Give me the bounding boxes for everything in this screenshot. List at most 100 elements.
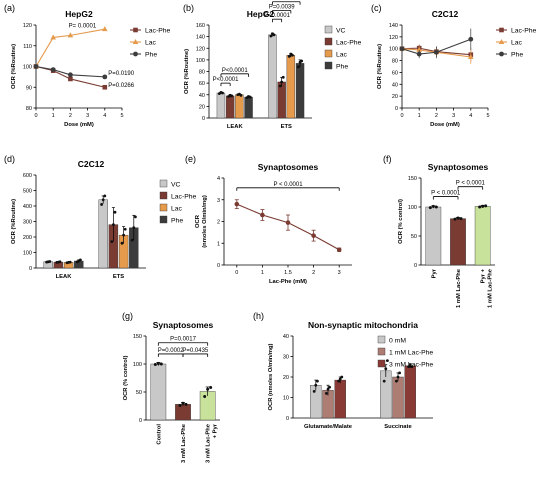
stat-bracket-label: P < 0.0001: [273, 182, 303, 188]
legend-label: Lac: [336, 51, 348, 58]
x-tick-label: 4: [469, 113, 472, 119]
legend-label: Phe: [511, 51, 523, 58]
c-y-tick-label: 140: [389, 23, 398, 29]
e-y-tick-label: 2: [217, 220, 220, 226]
x-axis-title: Dose (mM): [430, 122, 460, 128]
data-point-Phe: [68, 72, 73, 78]
replicate-dot: [156, 361, 160, 365]
data-point-Phe: [102, 74, 108, 80]
panel-c: (c) C2C12 0 20 40 60 80 100 120 140 0 1 2 3 4 5 Dose (mM…: [371, 3, 537, 128]
h-y-tick-label: 0: [286, 416, 289, 422]
data-point: [260, 212, 265, 218]
replicate-dot: [384, 367, 388, 371]
replicate-dot: [314, 383, 318, 387]
legend-label: VC: [336, 27, 346, 34]
category-label: Pyr +: [481, 268, 487, 283]
x-tick-label: 0: [400, 113, 403, 119]
panel-e: (e) Synaptosomes 0 1 2 3 4 0 1 1.5 2 3 Lac-Phe (mM) O…: [185, 154, 352, 285]
legend-label: Lac-Phe: [145, 27, 171, 34]
panel-title: Synaptosomes: [428, 162, 489, 172]
x-tick-label: 1: [418, 113, 421, 119]
y-axis-title: OCR: [195, 214, 201, 228]
x-tick-label: 0: [235, 270, 238, 276]
replicate-dot: [386, 359, 389, 362]
legend-marker: [133, 51, 138, 57]
b-y-tick-label: 0: [202, 116, 205, 122]
stat-bracket-label: P < 0.0001: [431, 191, 461, 197]
bar-3 mM Lac-Phe-Glutamate/Malate: [334, 379, 346, 419]
category-label: 1 mM Lac-Phe: [456, 268, 462, 308]
series-line-Lac-Phe: [401, 47, 471, 56]
category-label: Pyr: [431, 268, 437, 278]
replicate-dot: [159, 362, 163, 366]
legend-swatch: [159, 215, 168, 224]
legend-marker: [499, 51, 504, 57]
y-axis-title: OCR (%Routine): [11, 199, 17, 244]
replicate-dot: [478, 205, 482, 209]
c-y-tick-label: 120: [389, 35, 398, 41]
y-axis-title: (nmoles O/min/mg): [202, 195, 208, 248]
x-axis-title: Lac-Phe (mM): [269, 279, 307, 285]
replicate-dot: [68, 260, 72, 264]
bar-1 mM Lac-Phe: [450, 218, 466, 266]
replicate-dot: [48, 260, 52, 263]
stat-bracket-label: P<0.0001: [213, 77, 240, 83]
b-y-tick-label: 40: [199, 93, 205, 99]
legend-swatch: [377, 347, 386, 356]
h-y-tick-label: 30: [283, 355, 289, 361]
category-label: 3 mM Lac-Phe: [181, 423, 187, 463]
panel-h: (h) Non-synaptic mitochondria 0 10 20 30 40 OCR…: [253, 311, 433, 430]
annotation-p: P=0.0266: [108, 83, 135, 89]
a-y-tick-label: 80: [26, 106, 32, 112]
replicate-dot: [453, 217, 457, 221]
category-label: Glutamate/Malate: [304, 424, 353, 430]
replicate-dot: [456, 216, 460, 220]
panel-g: (g) Synaptosomes 0 50 100 150 OCR (% control) C…: [122, 311, 220, 463]
replicate-dot: [281, 75, 285, 79]
replicate-dot: [328, 385, 331, 389]
bar-0 mM-Succinate: [380, 370, 392, 419]
series-line-Lac: [401, 48, 471, 58]
data-point-Phe: [50, 67, 56, 73]
category-label: 1 mM Lac-Phe: [488, 268, 494, 308]
bar-Phe-LEAK: [244, 96, 253, 119]
replicate-dot: [428, 206, 432, 210]
x-tick-label: 3: [452, 113, 455, 119]
x-tick-label: 5: [486, 113, 489, 119]
legend-swatch: [377, 335, 386, 344]
replicate-dot: [278, 84, 282, 88]
e-y-tick-label: 4: [217, 176, 220, 182]
replicate-dot: [248, 95, 252, 99]
a-y-tick-label: 120: [23, 23, 32, 29]
replicate-dot: [434, 205, 438, 209]
d-y-tick-label: 500: [23, 189, 32, 195]
data-point: [336, 247, 342, 253]
replicate-dot: [272, 33, 276, 37]
legend-swatch: [324, 49, 333, 58]
data-point-Lac: [67, 32, 74, 38]
x-tick-label: 2: [69, 113, 72, 119]
d-y-tick-label: 400: [23, 204, 32, 210]
panel-title: HepG2: [65, 9, 93, 19]
panel-title: Synaptosomes: [258, 162, 319, 172]
h-y-tick-label: 20: [283, 375, 289, 381]
legend-label: Phe: [145, 51, 157, 58]
y-axis-title: OCR (%Routine): [184, 49, 190, 94]
legend-label: Lac-Phe: [336, 39, 362, 46]
replicate-dot: [312, 389, 316, 393]
legend-label: 1 mM Lac-Phe: [389, 349, 433, 356]
c-y-tick-label: 20: [392, 94, 398, 100]
replicate-dot: [100, 203, 103, 206]
panel-title: Synaptosomes: [153, 320, 214, 330]
replicate-dot: [206, 387, 210, 391]
replicate-dot: [120, 241, 124, 245]
replicate-dot: [338, 377, 342, 381]
legend-label: 0 mM: [389, 337, 406, 344]
replicate-dot: [325, 392, 328, 395]
c-y-tick-label: 80: [392, 59, 398, 65]
h-y-tick-label: 40: [283, 334, 289, 340]
category-label: 3 mM Lac-Phe: [206, 423, 212, 463]
replicate-dot: [287, 54, 291, 58]
replicate-dot: [396, 375, 400, 379]
